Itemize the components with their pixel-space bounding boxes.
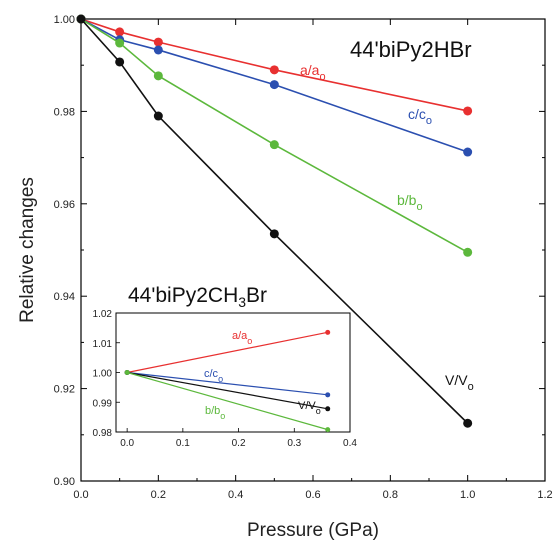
data-point [269,229,279,239]
data-point [115,57,125,67]
inset-data-point [325,392,331,398]
x-tick-label: 0.2 [151,489,166,501]
data-point [153,71,163,81]
data-point [463,247,473,257]
series-label-2: b/bo [397,192,423,213]
inset-data-point [325,329,331,335]
y-tick-label: 0.98 [54,106,75,118]
inset-x-tick-label: 0.1 [176,438,190,449]
inset-series-label-3: b/bo [205,405,225,421]
x-tick-label: 1.2 [537,489,552,501]
data-point [269,80,279,90]
main-chart-title: 44'biPy2HBr [350,37,472,62]
x-tick-label: 0.8 [383,489,398,501]
inset-series-line-0 [127,331,328,374]
x-tick-label: 0.0 [73,489,88,501]
series-label-3: V/Vo [445,372,474,393]
series-label-0: a/ao [300,62,326,83]
data-point [153,45,163,55]
data-point [153,111,163,121]
inset-x-tick-label: 0.2 [232,438,246,449]
inset-x-tick-label: 0.4 [343,438,357,449]
x-tick-label: 0.6 [305,489,320,501]
series-label-1: c/co [408,106,432,127]
data-point [153,37,163,47]
x-tick-label: 1.0 [460,489,475,501]
inset-series-line-1 [127,371,328,396]
data-point [115,38,125,48]
inset-x-tick-label: 0.0 [120,438,134,449]
inset-x-tick-label: 0.3 [287,438,301,449]
x-axis-label: Pressure (GPa) [247,520,379,541]
inset-series-line-2 [127,371,328,410]
inset-data-point [325,427,331,433]
y-axis-label: Relative changes [17,177,38,323]
y-tick-label: 1.00 [54,14,75,26]
inset-chart: 0.0 0.1 0.2 0.3 0.4 0.98 0.99 1.00 1.01 1.02 44'bi… [93,284,358,449]
inset-data-point [325,406,331,412]
inset-series-line-3 [126,371,328,431]
data-point [76,14,86,24]
inset-y-tick-label: 1.01 [93,339,113,350]
data-point [463,106,473,116]
inset-series-label-2: V/Vo [298,400,321,416]
series-line-0 [80,18,468,112]
x-tick-label: 0.4 [228,489,243,501]
y-tick-label: 0.96 [54,199,75,211]
inset-y-tick-label: 0.98 [93,428,113,439]
inset-data-point [124,370,130,375]
data-point [115,27,125,37]
y-tick-label: 0.94 [54,291,75,303]
inset-y-tick-label: 0.99 [93,398,113,409]
data-point [269,65,279,75]
inset-y-tick-label: 1.02 [93,309,113,320]
inset-frame [115,312,351,433]
data-point [463,418,473,428]
data-point [269,140,279,150]
y-tick-label: 0.90 [54,476,75,488]
y-tick-label: 0.92 [54,384,75,396]
inset-y-tick-label: 1.00 [93,369,113,380]
inset-series-label-0: a/ao [232,330,252,346]
inset-series-label-1: c/co [204,368,223,384]
inset-chart-title: 44'biPy2CH3Br [128,284,267,310]
data-point [463,147,473,157]
